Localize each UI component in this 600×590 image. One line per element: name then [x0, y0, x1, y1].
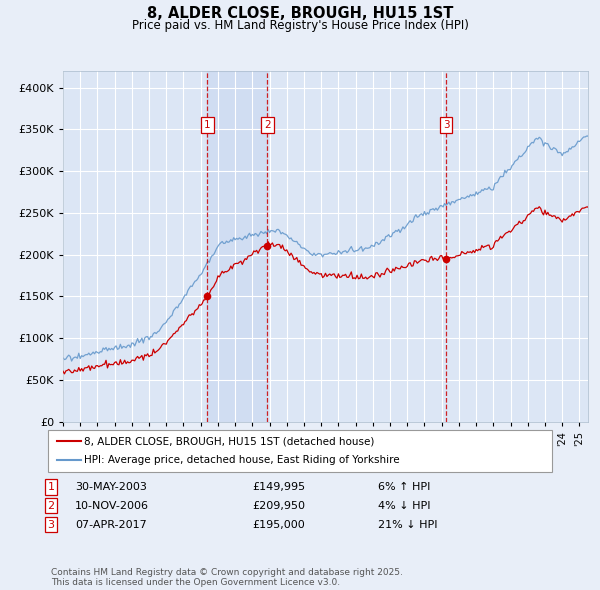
Text: £149,995: £149,995 — [252, 482, 305, 491]
Text: 1: 1 — [204, 120, 211, 130]
Text: £209,950: £209,950 — [252, 501, 305, 510]
Text: £195,000: £195,000 — [252, 520, 305, 529]
Text: 3: 3 — [47, 520, 55, 529]
Text: 4% ↓ HPI: 4% ↓ HPI — [378, 501, 431, 510]
Text: 8, ALDER CLOSE, BROUGH, HU15 1ST (detached house): 8, ALDER CLOSE, BROUGH, HU15 1ST (detach… — [84, 437, 374, 447]
Text: 2: 2 — [47, 501, 55, 510]
Text: Contains HM Land Registry data © Crown copyright and database right 2025.
This d: Contains HM Land Registry data © Crown c… — [51, 568, 403, 587]
Text: 2: 2 — [264, 120, 271, 130]
Text: 21% ↓ HPI: 21% ↓ HPI — [378, 520, 437, 529]
Text: 3: 3 — [443, 120, 449, 130]
Text: 30-MAY-2003: 30-MAY-2003 — [75, 482, 147, 491]
Text: 10-NOV-2006: 10-NOV-2006 — [75, 501, 149, 510]
Text: HPI: Average price, detached house, East Riding of Yorkshire: HPI: Average price, detached house, East… — [84, 455, 400, 465]
Bar — [207, 71, 268, 422]
Text: 07-APR-2017: 07-APR-2017 — [75, 520, 147, 529]
Text: 6% ↑ HPI: 6% ↑ HPI — [378, 482, 430, 491]
Text: Price paid vs. HM Land Registry's House Price Index (HPI): Price paid vs. HM Land Registry's House … — [131, 19, 469, 32]
Text: 8, ALDER CLOSE, BROUGH, HU15 1ST: 8, ALDER CLOSE, BROUGH, HU15 1ST — [147, 6, 453, 21]
Text: 1: 1 — [47, 482, 55, 491]
